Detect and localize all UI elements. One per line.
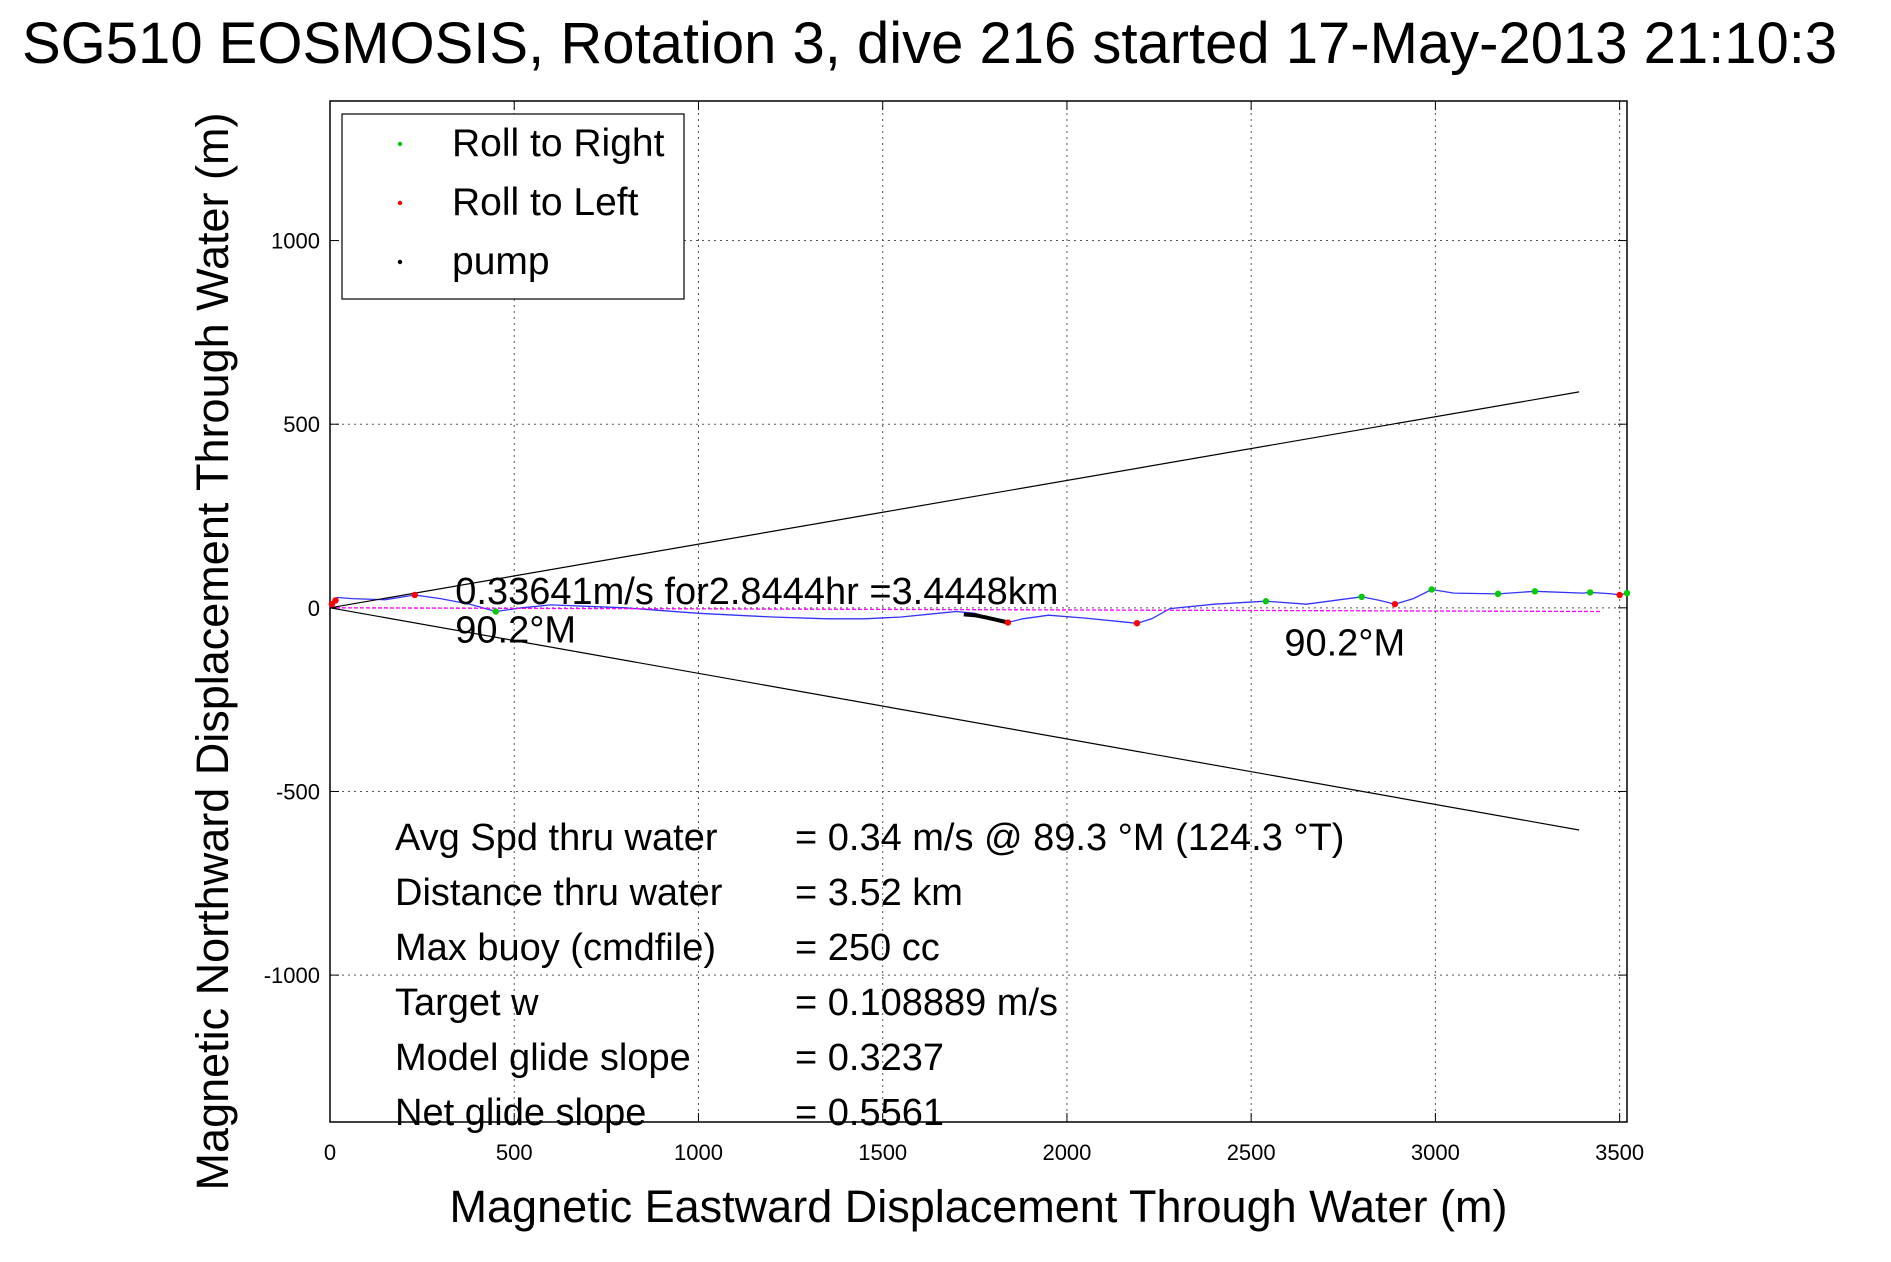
series-heading-line <box>329 607 1602 613</box>
y-tick-label: 500 <box>283 412 320 437</box>
roll-left-point <box>1133 620 1141 627</box>
x-tick-label: 500 <box>496 1140 533 1165</box>
x-tick-label: 3000 <box>1411 1140 1460 1165</box>
x-tick-label: 1500 <box>858 1140 907 1165</box>
x-tick-label: 0 <box>324 1140 336 1165</box>
stat-value: = 250 cc <box>795 927 940 969</box>
legend-marker <box>397 200 403 206</box>
roll-right-point <box>1428 586 1435 593</box>
stats-block: Avg Spd thru water = 0.34 m/s @ 89.3 °M (… <box>395 817 1344 1134</box>
stat-value: = 3.52 km <box>795 872 963 914</box>
roll-left-point <box>411 591 418 599</box>
legend-marker <box>397 141 403 147</box>
x-tick-label: 2000 <box>1042 1140 1091 1165</box>
roll-left-point <box>1004 619 1012 626</box>
series-pump-line <box>963 612 1009 625</box>
y-tick-label: 1000 <box>271 229 320 254</box>
plot-frame <box>329 100 1628 1123</box>
stat-value: = 0.5561 <box>795 1092 944 1134</box>
stat-value: = 0.108889 m/s <box>795 982 1058 1024</box>
series-cone-line <box>329 391 1580 609</box>
y-axis-label: Magnetic Northward Displacement Through … <box>187 113 238 1191</box>
stat-label: Distance thru water <box>395 872 723 914</box>
roll-left-point <box>1616 591 1623 599</box>
chart-title: SG510 EOSMOSIS, Rotation 3, dive 216 sta… <box>22 11 1837 76</box>
roll-right-point <box>1262 598 1270 605</box>
roll-right-point <box>1531 588 1539 595</box>
roll-left-point <box>1391 600 1399 608</box>
legend-label: Roll to Right <box>452 122 665 165</box>
annotation-label: 0.33641m/s for2.8444hr =3.4448km <box>455 571 1058 613</box>
annotation-label: 90.2°M <box>1284 623 1405 665</box>
stat-value: = 0.34 m/s @ 89.3 °M (124.3 °T) <box>795 817 1344 859</box>
stat-value: = 0.3237 <box>795 1037 944 1079</box>
roll-left-point <box>332 597 339 604</box>
stat-label: Target w <box>395 982 539 1024</box>
y-tick-label: 0 <box>308 596 320 621</box>
y-tick-label: -500 <box>276 779 320 804</box>
stat-label: Max buoy (cmdfile) <box>395 927 716 969</box>
roll-right-point <box>1358 593 1365 601</box>
x-tick-label: 2500 <box>1227 1140 1276 1165</box>
x-tick-label: 3500 <box>1595 1140 1644 1165</box>
axis-ticks: 0 500 1000 1500 2000 2500 3000 3500 -1000 -500 0 50… <box>264 101 1644 1165</box>
roll-right-point <box>1623 589 1631 597</box>
legend-label: Roll to Left <box>452 181 639 224</box>
roll-right-point <box>1494 590 1502 598</box>
data-layer <box>328 391 1631 831</box>
roll-right-point <box>492 608 500 615</box>
annotation-label: 90.2°M <box>455 610 576 652</box>
y-tick-label: -1000 <box>264 963 320 988</box>
stat-label: Model glide slope <box>395 1037 691 1079</box>
x-tick-label: 1000 <box>674 1140 723 1165</box>
stat-label: Avg Spd thru water <box>395 817 718 859</box>
stat-label: Net glide slope <box>395 1092 646 1134</box>
legend: Roll to Right Roll to Left pump <box>341 113 685 300</box>
series-track-line <box>329 588 1628 624</box>
series-cone-line <box>329 607 1580 831</box>
x-axis-label: Magnetic Eastward Displacement Through W… <box>450 1181 1508 1232</box>
legend-marker <box>397 259 403 265</box>
legend-label: pump <box>452 240 550 283</box>
roll-right-point <box>1586 589 1594 596</box>
